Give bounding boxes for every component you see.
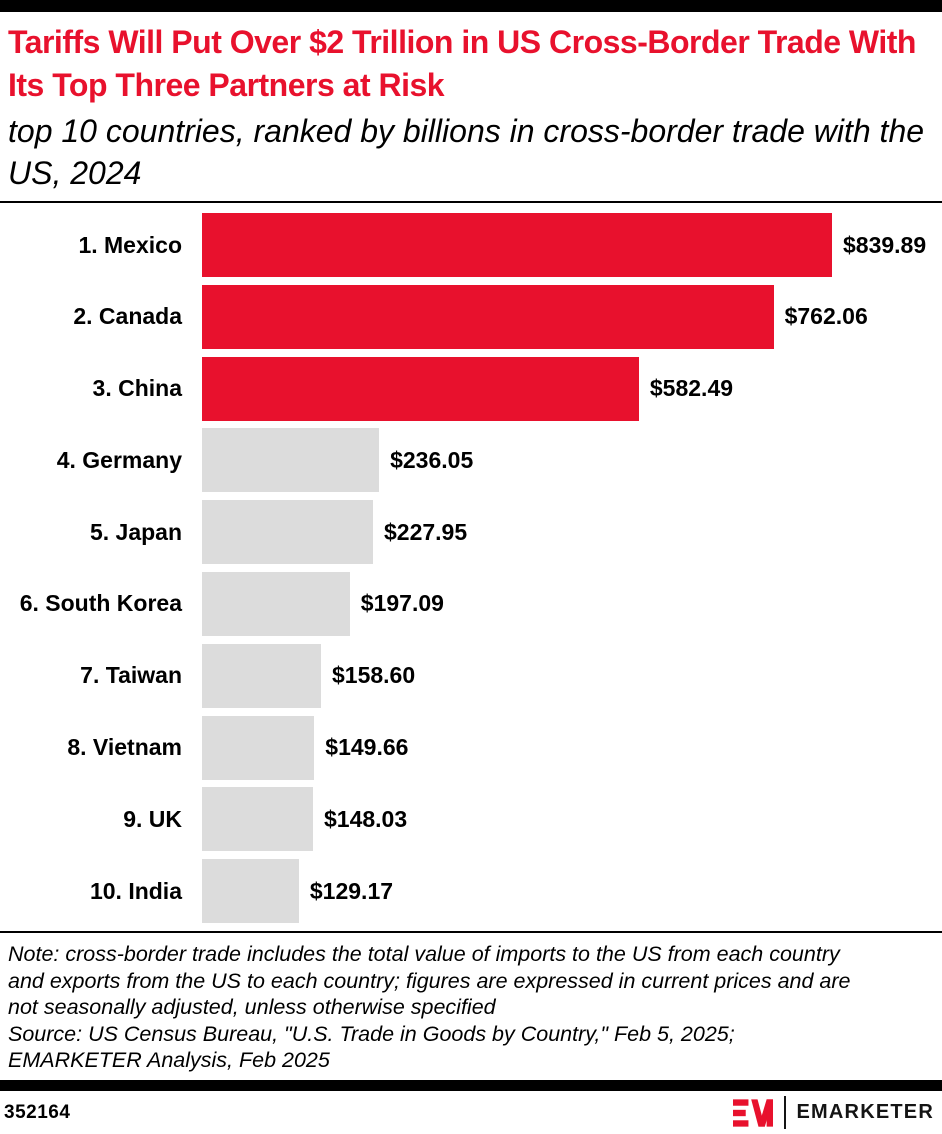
chart-row: 2. Canada $762.06 (8, 284, 934, 349)
bar (202, 500, 373, 565)
source-line: Source: US Census Bureau, "U.S. Trade in… (8, 1021, 735, 1046)
bar (202, 284, 774, 349)
notes-divider (0, 930, 942, 933)
category-label: 4. Germany (56, 446, 182, 473)
chart-row: 6. South Korea $197.09 (8, 571, 934, 636)
value-label: $149.66 (325, 734, 409, 761)
value-label: $227.95 (384, 518, 468, 545)
category-label: 10. India (89, 877, 182, 904)
header: Tariffs Will Put Over $2 Trillion in US … (0, 12, 942, 201)
bar (202, 859, 299, 924)
value-label: $236.05 (390, 446, 474, 473)
category-label: 2. Canada (73, 303, 182, 330)
value-label: $839.89 (843, 231, 927, 258)
bar (202, 213, 832, 277)
footer: 352164 EMARKETER (0, 1091, 942, 1134)
category-label: 9. UK (123, 805, 182, 832)
value-label: $129.17 (309, 877, 394, 904)
chart-row: 3. China $582.49 (8, 356, 934, 421)
value-label: $148.03 (324, 805, 408, 832)
notes: Note: cross-border trade includes the to… (0, 933, 942, 1080)
value-label: $197.09 (360, 590, 444, 617)
category-label: 6. South Korea (19, 590, 182, 617)
em-monogram-icon (732, 1098, 773, 1127)
emarketer-logo: EMARKETER (732, 1096, 934, 1129)
chart-row: 8. Vietnam $149.66 (8, 715, 934, 780)
category-label: 5. Japan (89, 518, 182, 545)
category-label: 8. Vietnam (67, 734, 182, 761)
category-label: 1. Mexico (78, 231, 182, 258)
chart-id: 352164 (4, 1101, 71, 1123)
note-line: not seasonally adjusted, unless otherwis… (8, 995, 496, 1020)
chart-subtitle: top 10 countries, ranked by billions in … (8, 113, 925, 191)
bar-chart: 1. Mexico $839.89 2. Canada $762.06 3. China… (0, 203, 942, 931)
top-border-bar (0, 0, 942, 12)
header-divider (0, 201, 942, 203)
emarketer-wordmark: EMARKETER (796, 1101, 934, 1123)
note-line: Note: cross-border trade includes the to… (8, 941, 840, 966)
category-label: 3. China (92, 375, 182, 402)
source-line: EMARKETER Analysis, Feb 2025 (8, 1048, 330, 1073)
chart-row: 10. India $129.17 (8, 859, 934, 924)
logo-divider (783, 1096, 786, 1129)
chart-row: 4. Germany $236.05 (8, 428, 934, 493)
bar (202, 787, 313, 852)
chart-row: 9. UK $148.03 (8, 787, 934, 852)
bar (202, 428, 380, 493)
bar (202, 571, 350, 636)
chart-row: 1. Mexico $839.89 (8, 213, 934, 277)
bar (202, 715, 315, 780)
category-label: 7. Taiwan (80, 662, 182, 689)
chart-title: Tariffs Will Put Over $2 Trillion in US … (8, 24, 916, 103)
chart-row: 5. Japan $227.95 (8, 500, 934, 565)
bar (202, 356, 639, 421)
chart-row: 7. Taiwan $158.60 (8, 643, 934, 708)
footer-border-bar (0, 1080, 942, 1091)
bar (202, 643, 321, 708)
note-line: and exports from the US to each country;… (8, 968, 851, 993)
value-label: $582.49 (649, 375, 734, 402)
value-label: $158.60 (332, 662, 416, 689)
value-label: $762.06 (784, 303, 868, 330)
